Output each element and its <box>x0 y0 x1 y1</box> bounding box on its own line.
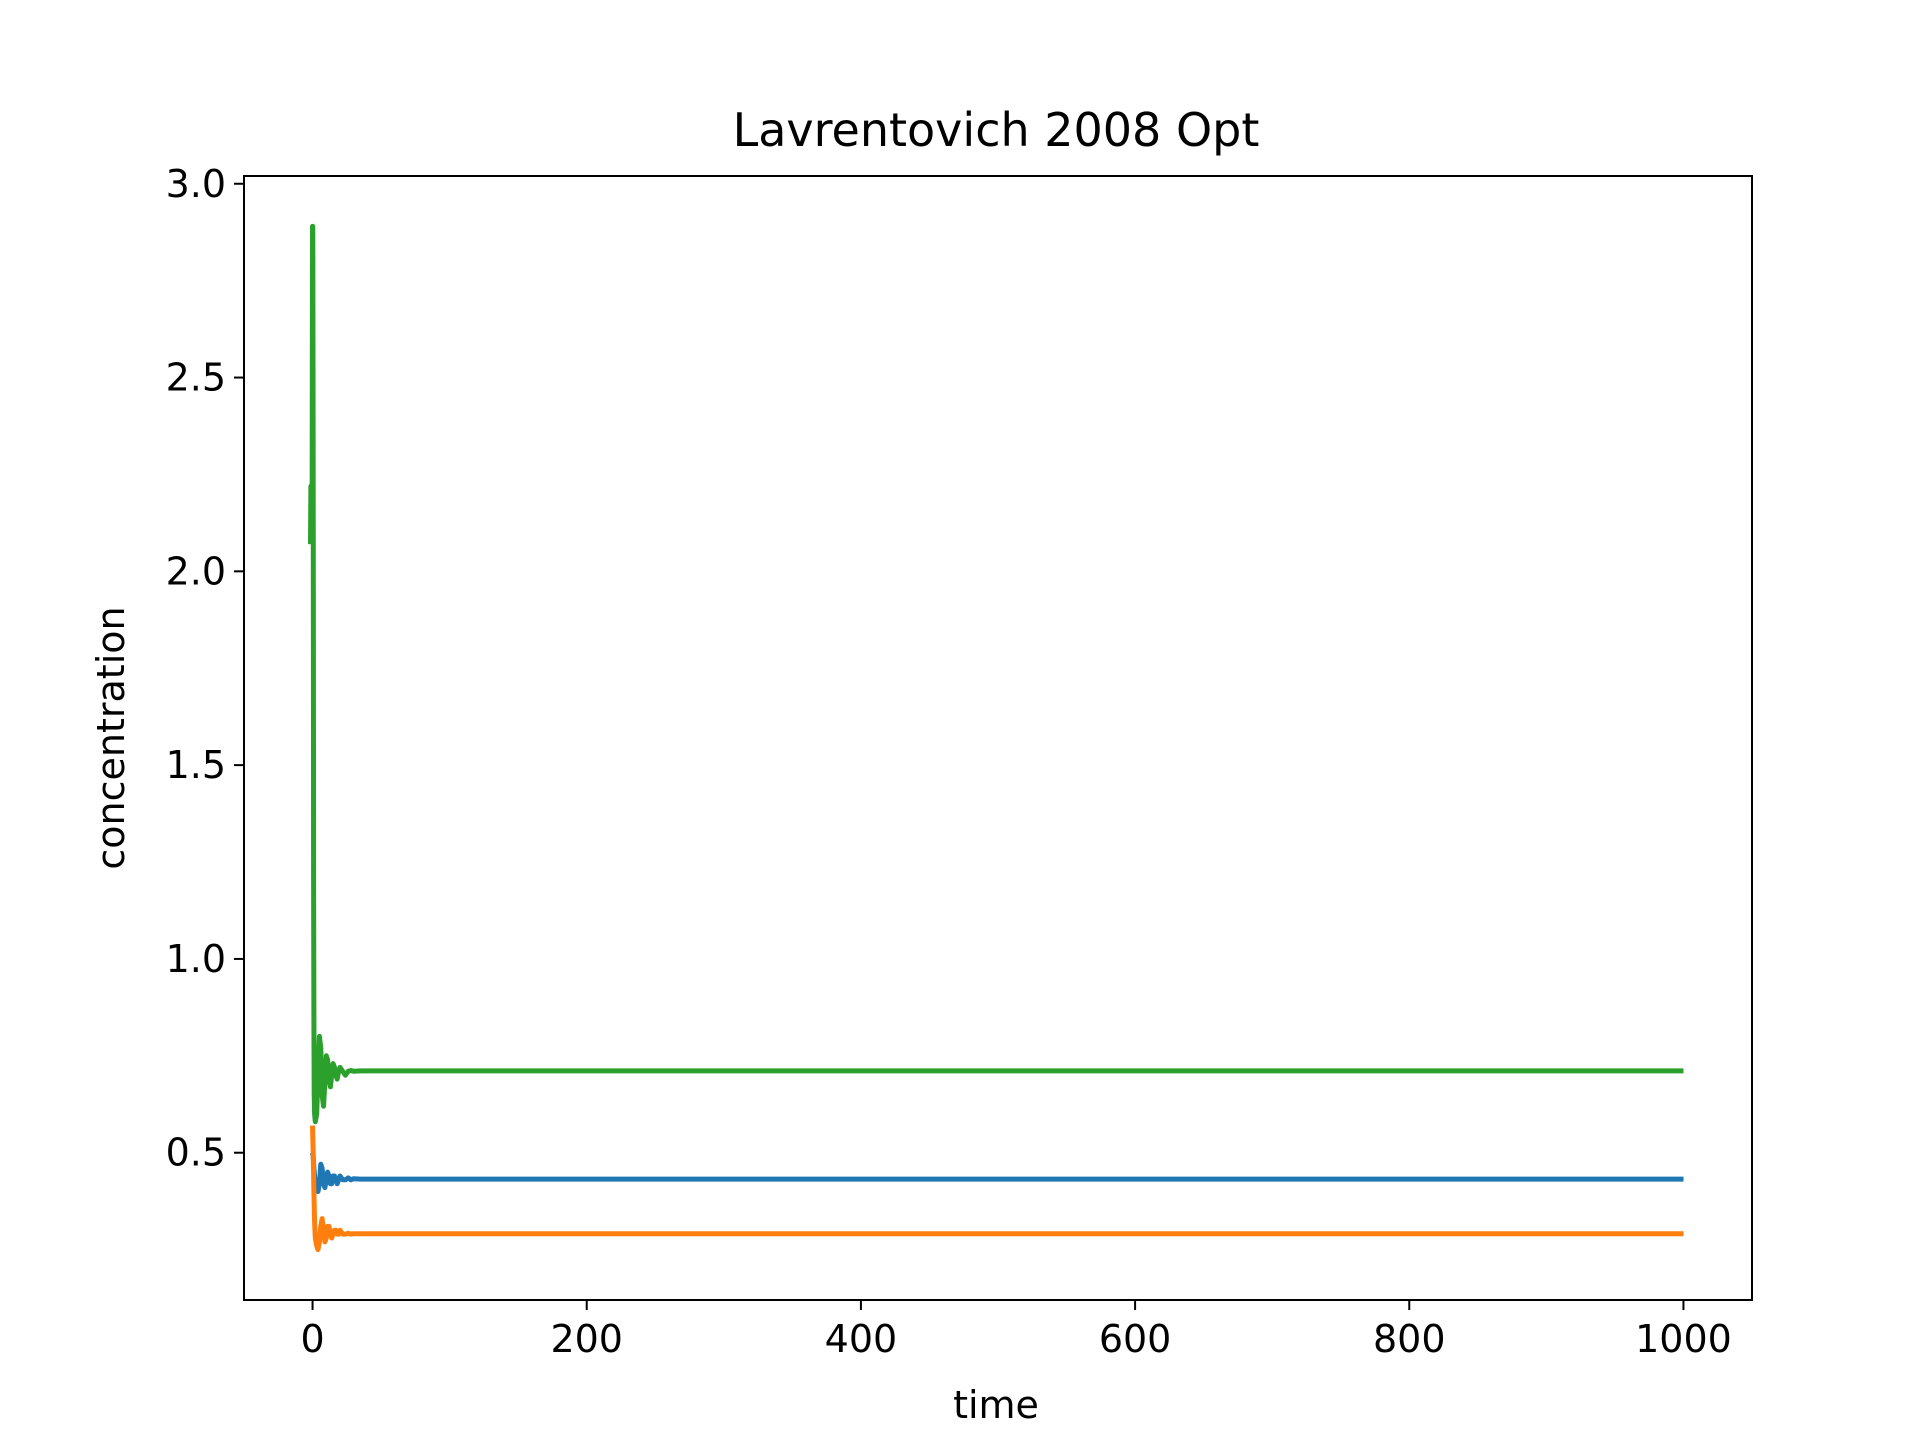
y-tick-label: 2.5 <box>166 356 226 400</box>
x-tick-label: 1000 <box>1635 1317 1732 1361</box>
x-tick-label: 800 <box>1373 1317 1446 1361</box>
y-tick-label: 0.5 <box>166 1131 226 1175</box>
y-tick-label: 2.0 <box>166 549 226 593</box>
series-line-3 <box>308 223 1684 1125</box>
x-tick-label: 400 <box>825 1317 898 1361</box>
series-line-1 <box>310 1152 1684 1194</box>
y-axis: 0.5 1.0 1.5 2.0 2.5 3.0 <box>166 162 244 1175</box>
x-tick-label: 0 <box>300 1317 324 1361</box>
axes-frame <box>243 175 1753 1301</box>
y-axis-label: concentration <box>89 606 133 869</box>
x-tick-label: 600 <box>1099 1317 1172 1361</box>
x-tick-label: 200 <box>550 1317 623 1361</box>
series-line-2 <box>310 1125 1684 1253</box>
chart-title: Lavrentovich 2008 Opt <box>733 103 1260 157</box>
x-axis-label: time <box>953 1383 1039 1427</box>
y-tick-label: 3.0 <box>166 162 226 206</box>
y-tick-label: 1.5 <box>166 743 226 787</box>
x-axis: 0 200 400 600 800 1000 <box>300 1300 1732 1361</box>
plot-area <box>308 223 1684 1253</box>
y-tick-label: 1.0 <box>166 937 226 981</box>
